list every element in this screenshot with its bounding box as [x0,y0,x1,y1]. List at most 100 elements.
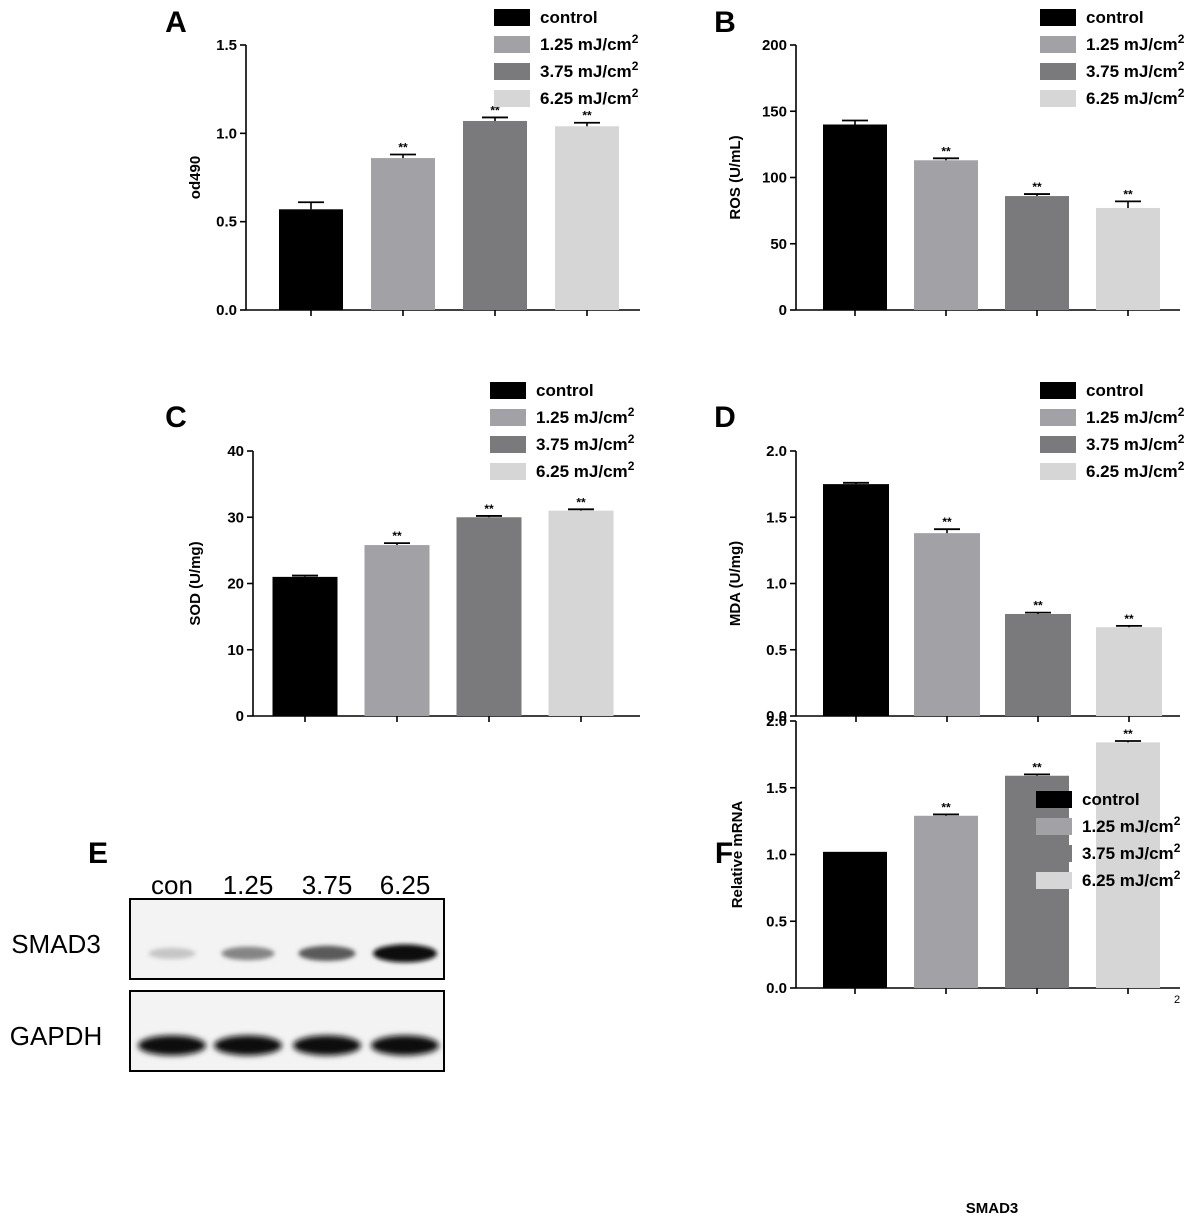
legend-label: 1.25 mJ/cm2 [540,32,639,54]
legend-label: 6.25 mJ/cm2 [1086,86,1185,108]
bar-1 [279,209,343,310]
y-tick-label: 0.0 [766,708,787,725]
significance-marker: ** [1123,187,1133,201]
legend-swatch [490,382,526,399]
blot-band [373,944,437,963]
panel-letter: D [714,401,736,434]
legend-swatch [1040,436,1076,453]
significance-marker: ** [1124,612,1134,626]
significance-marker: ** [576,495,586,509]
significance-marker: ** [1032,180,1042,194]
blot-band [138,1035,206,1056]
y-tick-label: 20 [227,576,244,593]
panel-letter: E [88,837,108,870]
legend-label: 6.25 mJ/cm2 [1086,459,1185,481]
legend-swatch [1040,9,1076,26]
blot-band [214,1035,282,1056]
bar-2 [364,545,430,716]
y-axis-label: SOD (U/mg) [187,541,204,625]
significance-marker: ** [398,141,408,155]
legend-swatch [1040,63,1076,80]
y-tick-label: 1.0 [766,847,787,864]
y-tick-label: 50 [770,236,787,253]
panel-letter: B [714,6,736,39]
panel-letter: A [165,6,187,39]
significance-marker: ** [490,103,500,117]
lane-label: 1.25 [223,870,274,900]
legend-label: 3.75 mJ/cm2 [1086,59,1185,81]
panel-letter: C [165,401,187,434]
bar-2 [914,533,980,716]
y-axis-label: MDA (U/mg) [727,541,744,626]
bar-4 [555,126,619,311]
blot-row-gapdh: GAPDH [10,990,445,1072]
bar-4 [1096,742,1160,988]
legend-label: 6.25 mJ/cm2 [1082,868,1181,890]
legend-label: control [536,381,594,400]
y-axis-label: ROS (U/mL) [727,135,744,219]
legend: control 1.25 mJ/cm2 3.75 mJ/cm2 6.25 mJ/cm2 [490,381,635,481]
blot-band [221,946,275,961]
legend-swatch [490,409,526,426]
blot-band [148,947,196,960]
y-tick-label: 200 [762,37,787,54]
y-tick-label: 1.0 [216,125,237,142]
lane-label: 3.75 [302,870,353,900]
significance-marker: ** [1032,760,1042,774]
y-tick-label: 0 [236,708,244,725]
bar-3 [456,517,522,716]
bar-1 [272,576,338,716]
y-tick-label: 0.5 [216,214,237,231]
legend-label: 3.75 mJ/cm2 [1082,841,1181,863]
y-tick-label: 1.5 [216,37,237,54]
blot-band [293,1035,361,1056]
bar-3 [1005,613,1071,716]
legend-label: 1.25 mJ/cm2 [1086,32,1185,54]
blot-membrane [129,990,445,1072]
significance-marker: ** [1123,727,1133,741]
bar-3 [1005,196,1069,310]
legend-swatch [1036,791,1072,808]
bar-1 [823,851,887,988]
significance-marker: ** [484,502,494,516]
chart-panel-f: F 0.0 0.5 1.0 1.5 2.0 Relative mRNA ** ** ** contr… [715,713,1181,1217]
y-tick-label: 0.0 [766,980,787,997]
blot-band [371,1035,439,1056]
lane-label: 6.25 [380,870,431,900]
blot-membrane [129,898,445,980]
significance-marker: ** [582,109,592,123]
legend-swatch [1036,845,1072,862]
legend-swatch [494,36,530,53]
bar-4 [1096,627,1162,716]
y-tick-label: 0.5 [766,642,787,659]
legend-swatch [494,63,530,80]
y-tick-label: 0.5 [766,913,787,930]
legend-label: 1.25 mJ/cm2 [1082,814,1181,836]
significance-marker: ** [392,529,402,543]
legend-swatch [1040,382,1076,399]
legend-label: 3.75 mJ/cm2 [1086,432,1185,454]
legend: control 1.25 mJ/cm2 3.75 mJ/cm2 6.25 mJ/cm2 [1040,381,1185,481]
legend-label: 3.75 mJ/cm2 [540,59,639,81]
y-tick-label: 0 [779,302,787,319]
legend-swatch [1036,818,1072,835]
legend-swatch [1040,36,1076,53]
y-tick-label: 1.5 [766,780,787,797]
protein-label: SMAD3 [11,929,101,959]
legend-label: 3.75 mJ/cm2 [536,432,635,454]
legend-swatch [1036,872,1072,889]
bar-1 [823,484,889,716]
chart-panel-c: C 0 10 20 30 40 SOD (U/mg) ** ** ** control 1.25 mJ… [165,381,640,725]
legend-swatch [494,90,530,107]
y-tick-label: 1.0 [766,576,787,593]
y-tick-label: 30 [227,509,244,526]
bar-2 [914,160,978,310]
x-axis-label: SMAD3 [966,1200,1019,1217]
blot-band [298,945,356,962]
legend-label: 1.25 mJ/cm2 [1086,405,1185,427]
y-tick-label: 150 [762,103,787,120]
bar-4 [548,510,614,716]
significance-marker: ** [942,515,952,529]
legend: control 1.25 mJ/cm2 3.75 mJ/cm2 6.25 mJ/cm2 [1036,790,1181,890]
